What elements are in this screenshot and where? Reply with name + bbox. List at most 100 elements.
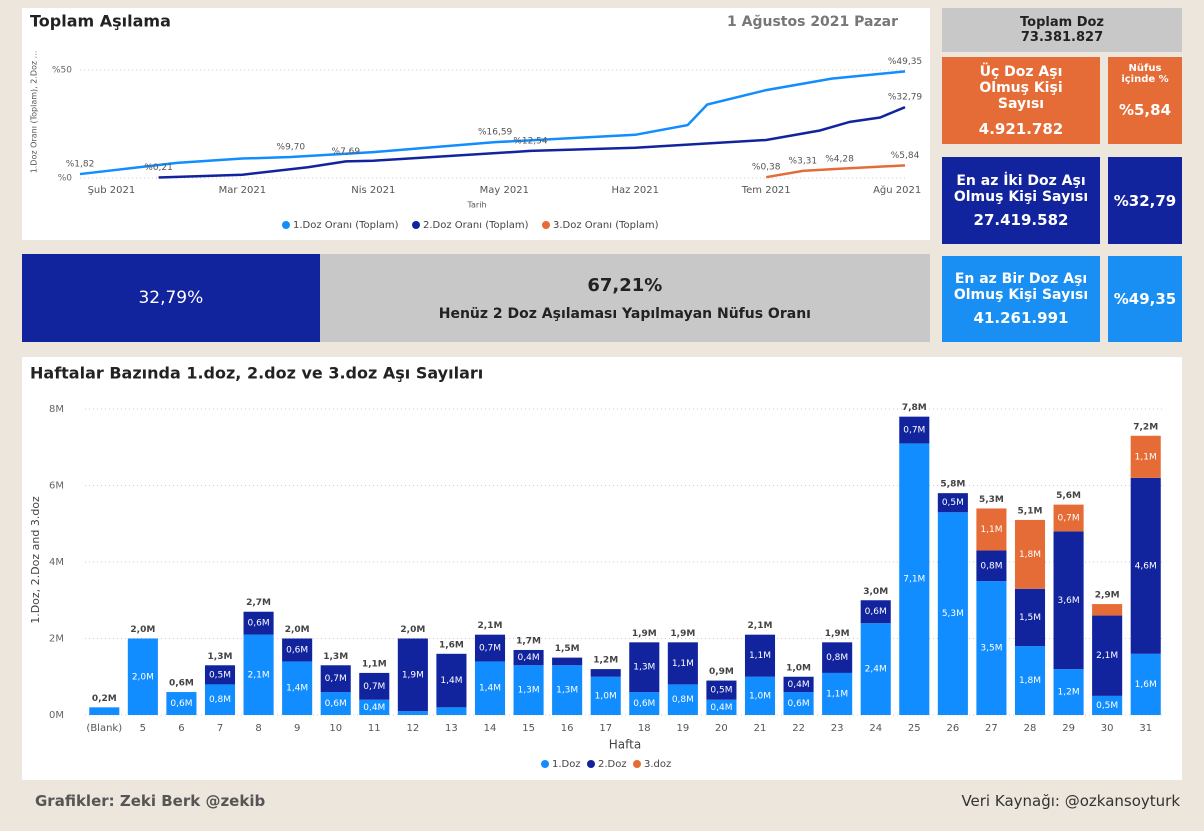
data-label: 1,3M: [518, 686, 540, 696]
data-label: 1,9M: [402, 670, 424, 680]
x-tick-label: 14: [484, 723, 497, 734]
card-value: %5,84: [1118, 101, 1172, 119]
data-label: 0,8M: [980, 561, 1002, 571]
bar-segment: [1092, 615, 1123, 696]
data-label: 3,6M: [1058, 596, 1080, 606]
data-label: 1,1M: [1135, 452, 1157, 462]
x-tick-label: 12: [406, 723, 419, 734]
data-label: 0,5M: [209, 670, 231, 680]
data-label: 7,1M: [903, 575, 925, 585]
bar-segment: [783, 692, 814, 715]
line-panel: [22, 8, 930, 240]
x-tick-label: 23: [831, 723, 844, 734]
data-label: %49,35: [888, 57, 922, 67]
x-tick-label: 31: [1139, 723, 1152, 734]
line: [765, 164, 906, 179]
total-label: 1,0M: [786, 663, 811, 673]
x-tick-label: 16: [561, 723, 574, 734]
total-label: 2,1M: [478, 621, 503, 631]
data-label: %12,54: [513, 136, 548, 146]
bar-segment: [899, 416, 930, 444]
bar-segment: [706, 699, 737, 715]
card-value: 4.921.782: [978, 119, 1064, 138]
bar-segment: [1053, 504, 1084, 532]
total-label: 0,9M: [709, 667, 734, 677]
bar-segment: [204, 665, 236, 685]
data-label: 0,6M: [788, 699, 810, 709]
total-label: 0,2M: [92, 694, 117, 704]
data-label: 1,1M: [826, 689, 848, 699]
bar-segment: [976, 581, 1007, 715]
data-label: 0,7M: [479, 644, 501, 654]
data-label: 0,4M: [788, 680, 810, 690]
data-label: 1,1M: [980, 525, 1002, 535]
chart-title: Haftalar Bazında 1.doz, 2.doz ve 3.doz A…: [30, 364, 483, 383]
bar-segment: [243, 611, 274, 635]
legend-swatch: [587, 760, 595, 768]
x-tick-label: 18: [638, 723, 651, 734]
data-label: 2,1M: [1096, 651, 1118, 661]
data-label: 1,0M: [595, 691, 617, 701]
card-title: En az Bir Doz Aşı Olmuş Kişi Sayısı: [953, 271, 1089, 303]
total-label: 5,8M: [940, 480, 965, 490]
total-label: 2,0M: [400, 625, 425, 635]
y-tick-label: 8M: [49, 404, 64, 415]
card-value: %49,35: [1113, 290, 1177, 308]
legend-swatch: [412, 221, 420, 229]
bar-segment: [474, 634, 506, 662]
total-label: 1,9M: [632, 629, 657, 639]
x-tick-label: 17: [599, 723, 612, 734]
data-label: 1,2M: [1058, 688, 1080, 698]
data-label: 1,4M: [479, 684, 501, 694]
x-tick-label: 25: [908, 723, 921, 734]
progress-rest: 67,21% Henüz 2 Doz Aşılaması Yapılmayan …: [320, 254, 930, 342]
bar-segment: [513, 649, 544, 666]
data-label: 0,8M: [209, 695, 231, 705]
bar-segment: [552, 665, 583, 715]
data-label: %1,82: [66, 160, 95, 170]
data-label: 0,6M: [865, 607, 887, 617]
bar-segment: [513, 665, 544, 715]
bar-segment: [1130, 477, 1161, 654]
data-label: 0,5M: [1096, 701, 1118, 711]
bar-segment: [629, 692, 660, 715]
bar-segment: [1014, 588, 1046, 647]
rest-caption: Henüz 2 Doz Aşılaması Yapılmayan Nüfus O…: [438, 305, 811, 322]
total-label: 1,2M: [593, 656, 618, 666]
total-label: 7,8M: [902, 403, 927, 413]
data-label: 2,4M: [865, 665, 887, 675]
x-tick-label: 13: [445, 723, 458, 734]
x-tick-label: 22: [792, 723, 805, 734]
bar-segment: [1130, 435, 1161, 478]
card-value: 73.381.827: [1020, 30, 1104, 45]
total-label: 1,3M: [323, 652, 348, 662]
data-label: 1,8M: [1019, 676, 1041, 686]
bar-segment: [1092, 604, 1123, 616]
two-pct-card: %32,79: [1108, 157, 1182, 244]
x-tick-label: 29: [1062, 723, 1075, 734]
x-tick-label: Tem 2021: [741, 185, 791, 196]
total-label: 7,2M: [1133, 422, 1158, 432]
data-label: 0,8M: [826, 653, 848, 663]
card-title: Üç Doz Aşı Olmuş Kişi Sayısı: [979, 63, 1063, 112]
card-title: Toplam Doz: [1020, 15, 1104, 30]
data-label: 3,5M: [980, 644, 1002, 654]
bar-segment: [552, 657, 583, 666]
data-label: %9,70: [277, 143, 306, 153]
data-label: %16,59: [478, 128, 513, 138]
footer-right: Veri Kaynağı: @ozkansoyturk: [961, 792, 1180, 810]
bar-segment: [590, 676, 621, 715]
data-label: 2,0M: [132, 672, 154, 682]
data-label: 0,6M: [633, 699, 655, 709]
legend-label: 3.Doz Oranı (Toplam): [553, 220, 659, 231]
data-label: 0,7M: [903, 426, 925, 436]
bar-segment: [629, 642, 660, 693]
x-tick-label: May 2021: [480, 185, 529, 196]
chart-subtitle: 1 Ağustos 2021 Pazar: [727, 14, 898, 30]
bar-segment: [436, 707, 467, 715]
total-card: Toplam Doz 73.381.827: [942, 8, 1182, 52]
bar-segment: [822, 642, 853, 673]
data-label: 0,6M: [325, 699, 347, 709]
data-label: 4,6M: [1135, 561, 1157, 571]
